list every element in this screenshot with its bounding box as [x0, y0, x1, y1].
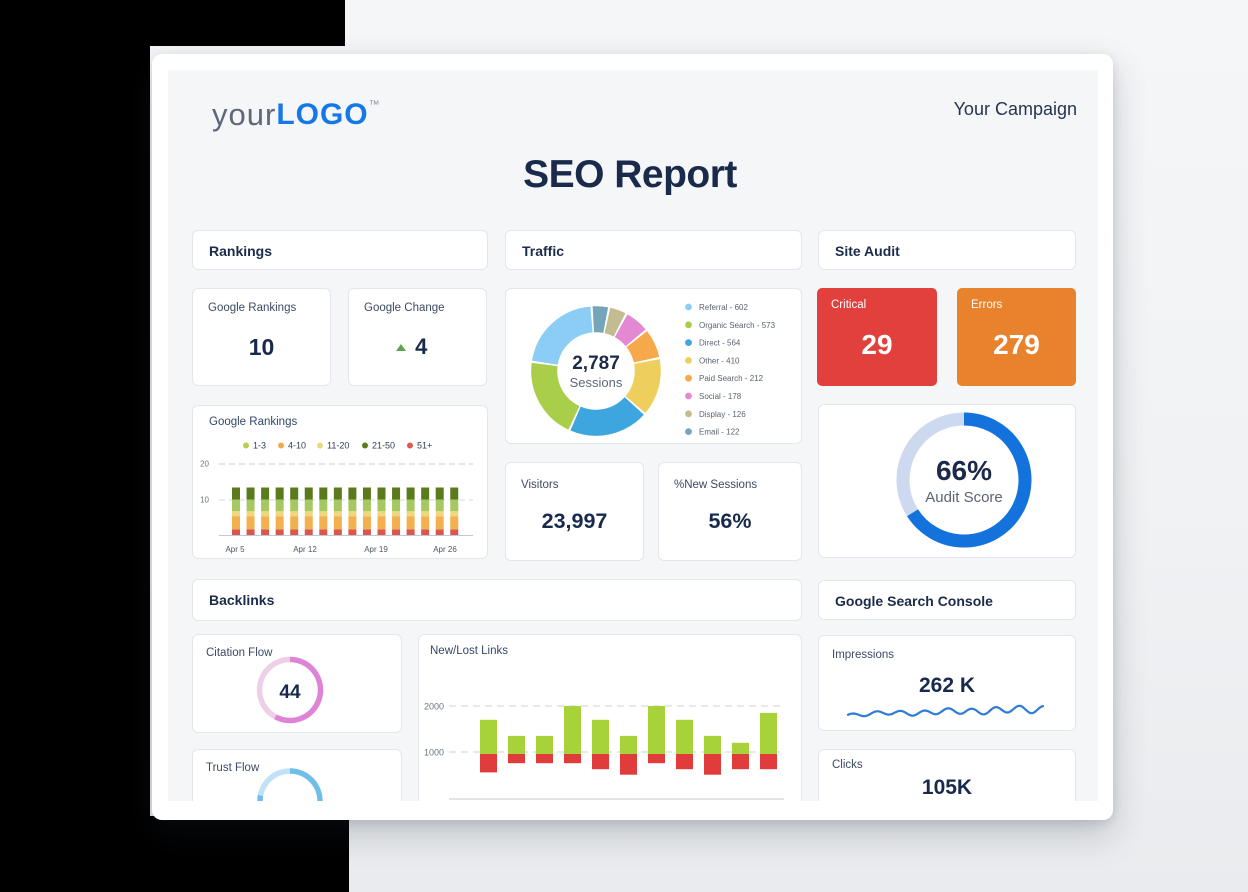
svg-text:Display - 126: Display - 126	[699, 410, 746, 419]
svg-text:4-10: 4-10	[288, 441, 306, 451]
svg-text:Organic Search - 573: Organic Search - 573	[699, 321, 776, 330]
svg-text:20: 20	[200, 460, 209, 469]
svg-text:11-20: 11-20	[327, 441, 349, 451]
svg-text:51+: 51+	[417, 441, 432, 451]
svg-text:Other - 410: Other - 410	[699, 356, 740, 365]
svg-text:Referral - 602: Referral - 602	[699, 303, 748, 312]
svg-text:10: 10	[200, 496, 209, 505]
svg-text:Social - 178: Social - 178	[699, 392, 742, 401]
svg-text:Sessions: Sessions	[570, 375, 623, 390]
svg-text:Apr 26: Apr 26	[433, 545, 457, 554]
svg-text:Direct - 564: Direct - 564	[699, 339, 741, 348]
svg-text:21-50: 21-50	[372, 441, 395, 451]
svg-text:1-3: 1-3	[253, 441, 266, 451]
svg-text:2000: 2000	[424, 702, 444, 712]
svg-text:2,787: 2,787	[572, 353, 620, 374]
svg-text:1000: 1000	[424, 748, 444, 758]
svg-text:Apr 19: Apr 19	[364, 545, 388, 554]
svg-text:Apr 5: Apr 5	[225, 545, 245, 554]
svg-text:Email - 122: Email - 122	[699, 428, 740, 437]
svg-text:Apr 12: Apr 12	[293, 545, 317, 554]
svg-text:Paid Search - 212: Paid Search - 212	[699, 374, 764, 383]
